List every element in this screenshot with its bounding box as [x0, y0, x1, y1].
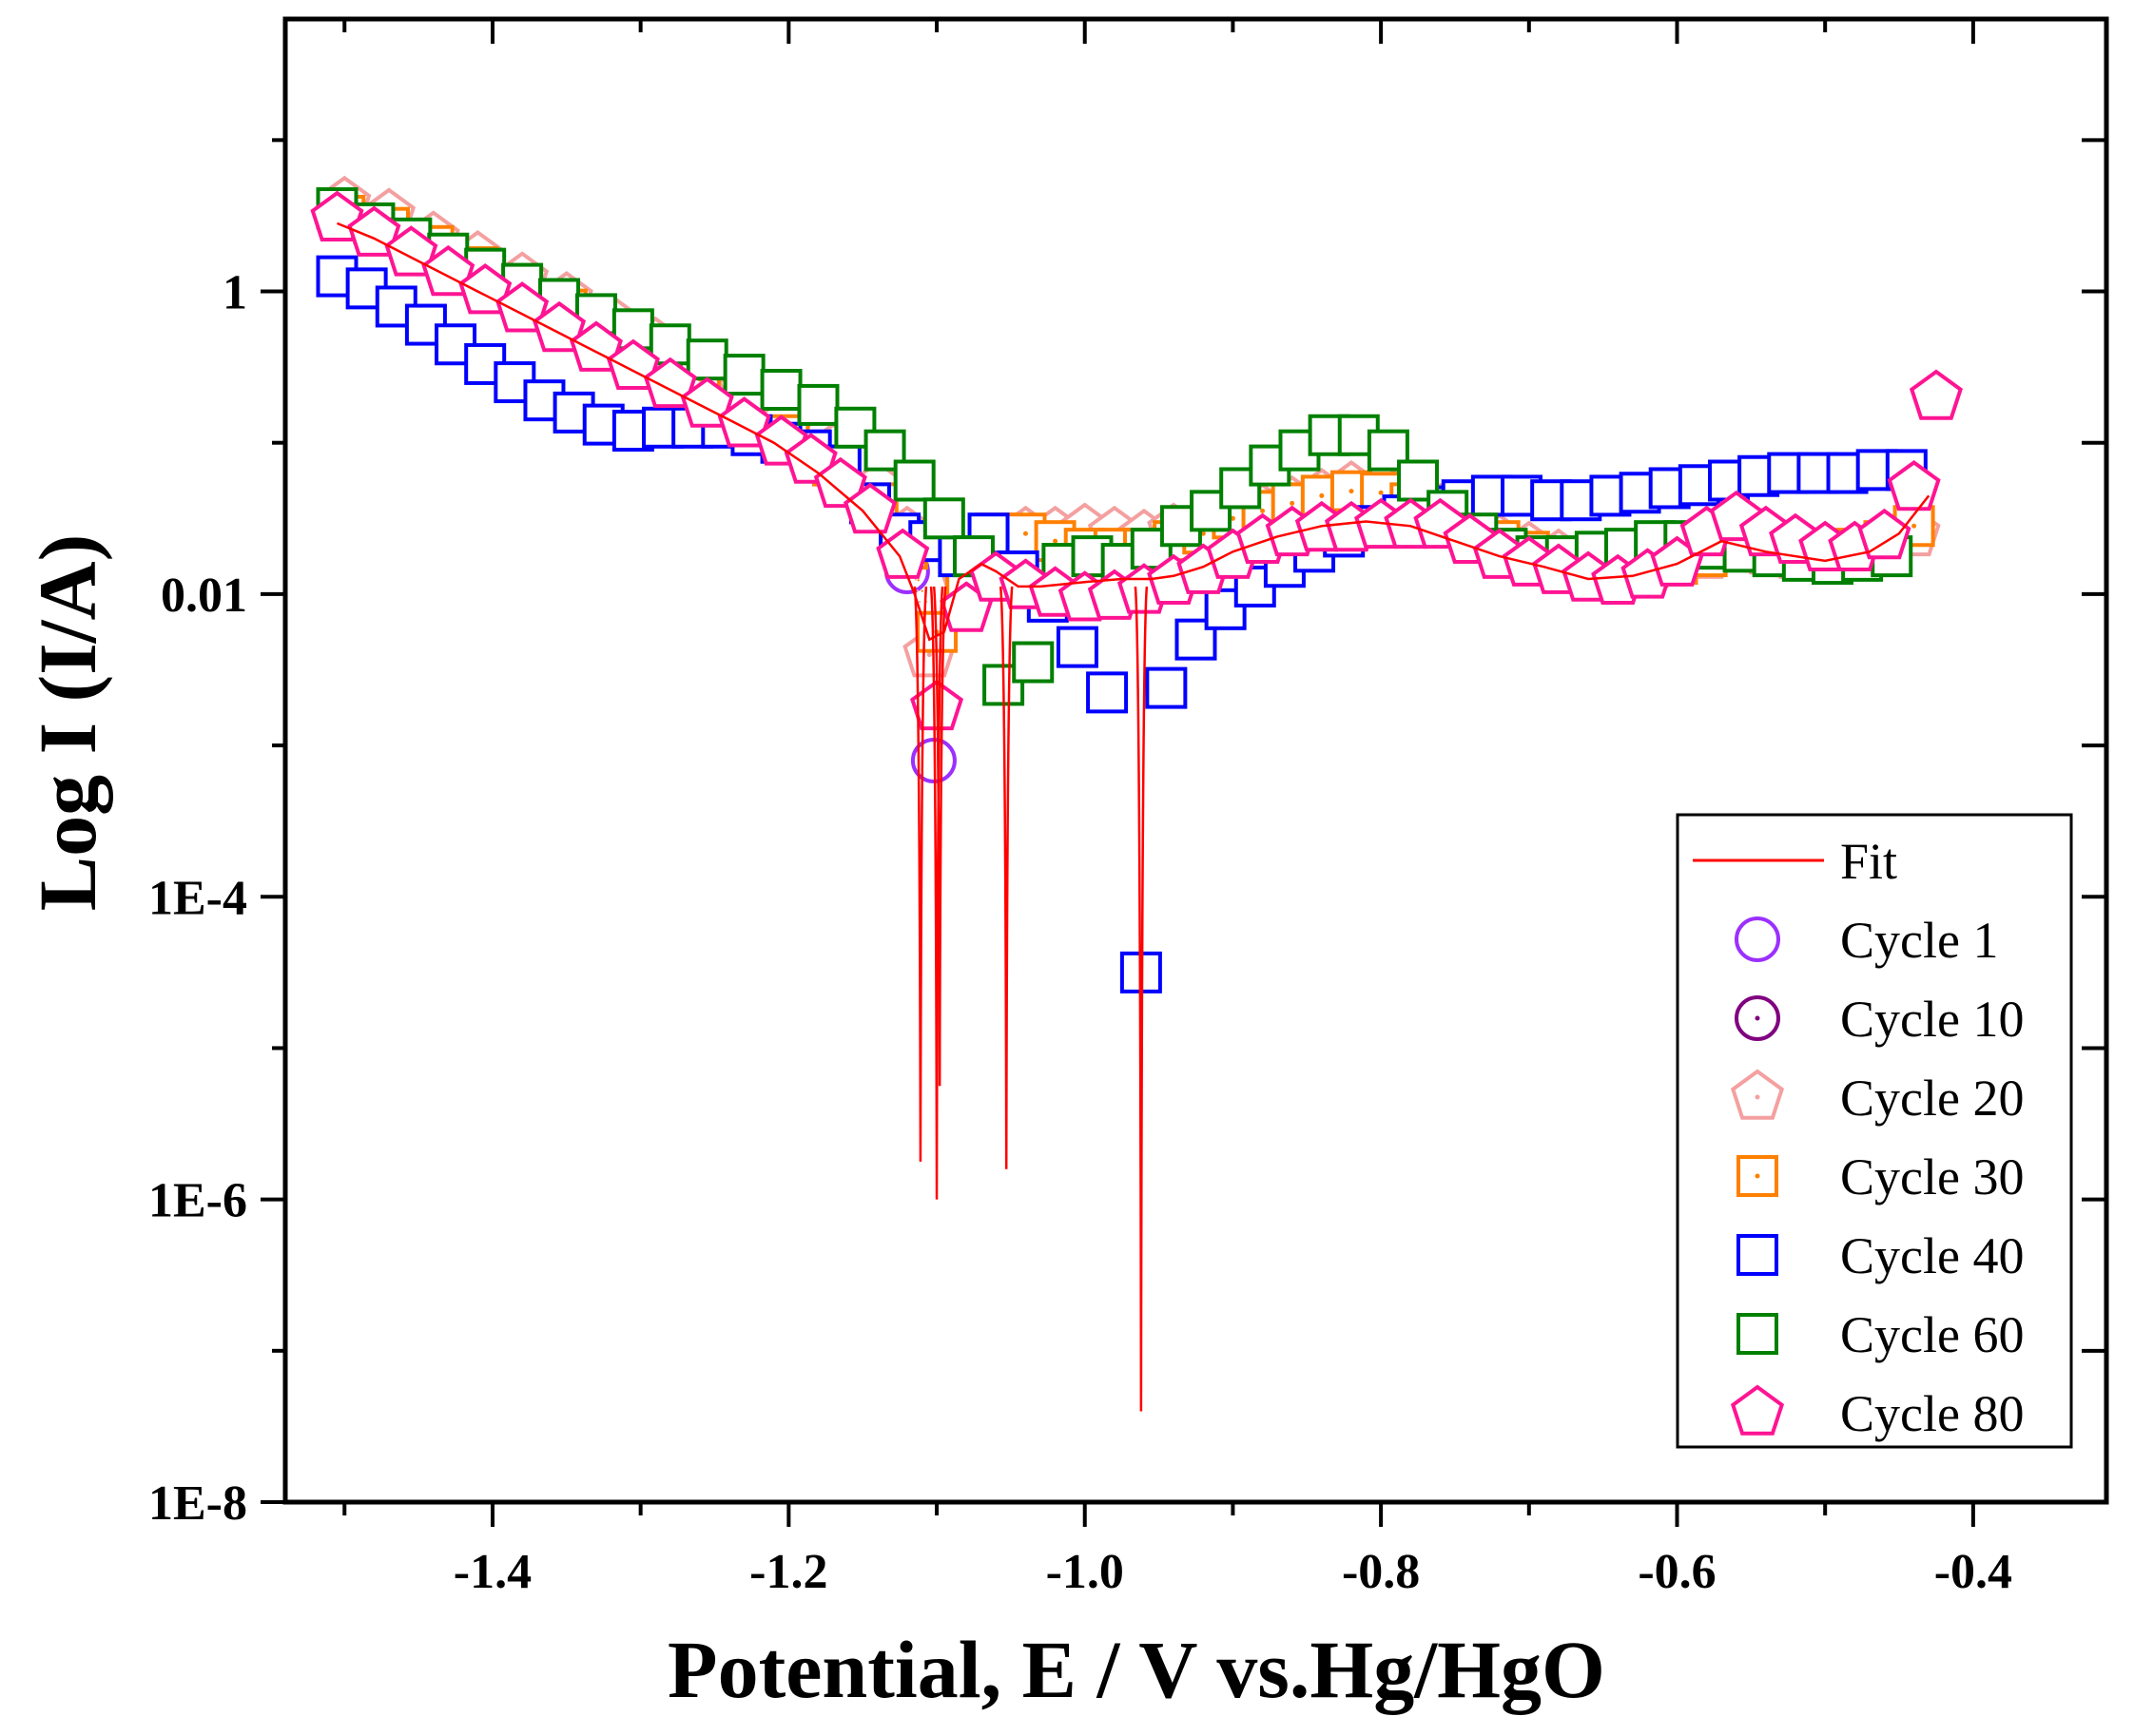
- data-point: [1909, 369, 1963, 420]
- legend-label: Cycle 40: [1840, 1227, 2024, 1284]
- legend-label: Cycle 10: [1840, 991, 2024, 1048]
- legend-entry: Cycle 1: [1735, 912, 1998, 969]
- legend-entry: Cycle 40: [1736, 1227, 2024, 1284]
- legend-label: Cycle 80: [1840, 1385, 2024, 1442]
- data-point: [686, 338, 728, 381]
- data-point-dot: [1378, 490, 1384, 495]
- y-tick-label: 1E-8: [148, 1476, 247, 1531]
- legend-marker: [1730, 1069, 1785, 1120]
- y-tick-label: 1E-4: [148, 871, 247, 925]
- y-tick-label: 1: [223, 266, 247, 320]
- plot-clipped-group: [310, 175, 1963, 1412]
- data-point: [893, 459, 936, 502]
- x-tick-label: -0.8: [1342, 1545, 1420, 1599]
- data-point: [760, 369, 803, 411]
- legend-marker: [1736, 1234, 1778, 1276]
- data-point: [1145, 666, 1188, 709]
- data-point: [1086, 671, 1129, 714]
- legend-entry: Cycle 60: [1736, 1306, 2024, 1363]
- x-axis-title: Potential, E / V vs.Hg/HgO: [668, 1624, 1605, 1715]
- legend-entry: Fit: [1693, 833, 1897, 890]
- data-point-dot: [926, 652, 932, 658]
- legend-label: Cycle 60: [1840, 1306, 2024, 1363]
- plot-frame: [282, 16, 2109, 1505]
- legend-marker-dot: [1755, 1015, 1760, 1021]
- data-point: [347, 205, 401, 257]
- x-tick-label: -1.2: [749, 1545, 827, 1599]
- legend-label: Fit: [1840, 833, 1897, 890]
- legend-marker: [1736, 1313, 1778, 1355]
- fit-line: [337, 222, 1930, 642]
- legend-entry: Cycle 30: [1736, 1148, 2024, 1206]
- fit-dip: [929, 586, 944, 1200]
- x-tick-label: -0.4: [1934, 1545, 2012, 1599]
- data-point-dot: [1348, 489, 1354, 494]
- legend-entry: Cycle 10: [1735, 991, 2024, 1048]
- legend-label: Cycle 20: [1840, 1070, 2024, 1127]
- data-point: [922, 497, 965, 540]
- data-point: [495, 281, 550, 333]
- legend-marker: [1735, 916, 1780, 962]
- data-point: [797, 383, 840, 426]
- x-tick-label: -1.0: [1046, 1545, 1124, 1599]
- data-point: [723, 354, 766, 396]
- legend-marker-dot: [1755, 1094, 1760, 1100]
- data-point-dot: [1022, 530, 1028, 536]
- data-point: [1204, 588, 1247, 630]
- data-point: [876, 528, 930, 579]
- y-tick-label: 1E-6: [148, 1174, 247, 1228]
- legend-label: Cycle 30: [1840, 1148, 2024, 1206]
- data-point: [1012, 641, 1055, 684]
- data-point-dot: [1319, 492, 1325, 498]
- plot-area: [310, 175, 1963, 1412]
- data-point: [643, 357, 697, 409]
- legend: Fit Cycle 1 Cycle 10 Cycle 20 Cycle 30 Cycle …: [1676, 813, 2073, 1449]
- data-point-dot: [1230, 515, 1235, 521]
- data-point: [1056, 626, 1098, 668]
- legend-label: Cycle 1: [1840, 912, 1998, 969]
- legend-marker: [1730, 1384, 1785, 1436]
- legend-marker-dot: [1755, 1173, 1760, 1179]
- data-point-dot: [1260, 508, 1266, 513]
- data-point-dot: [1200, 530, 1206, 536]
- data-point-dot: [1290, 500, 1295, 506]
- series-cycle-80: [310, 190, 1963, 731]
- legend-entry: Cycle 20: [1730, 1069, 2024, 1127]
- data-point-dot: [1911, 523, 1917, 529]
- data-point: [1130, 528, 1173, 570]
- data-point-dot: [1053, 538, 1058, 544]
- legend-entry: Cycle 80: [1730, 1384, 2024, 1442]
- x-tick-label: -1.4: [454, 1545, 532, 1599]
- y-tick-label: 0.01: [161, 569, 247, 623]
- y-axis-title: Log I (I/A): [22, 534, 113, 912]
- x-tick-label: -0.6: [1638, 1545, 1716, 1599]
- tick-labels: -1.4 -1.2 -1.0 -0.8 -0.6 -0.4 1E-8 1E-6 1E-4 0.01…: [148, 266, 2012, 1599]
- fit-dip: [932, 586, 947, 1087]
